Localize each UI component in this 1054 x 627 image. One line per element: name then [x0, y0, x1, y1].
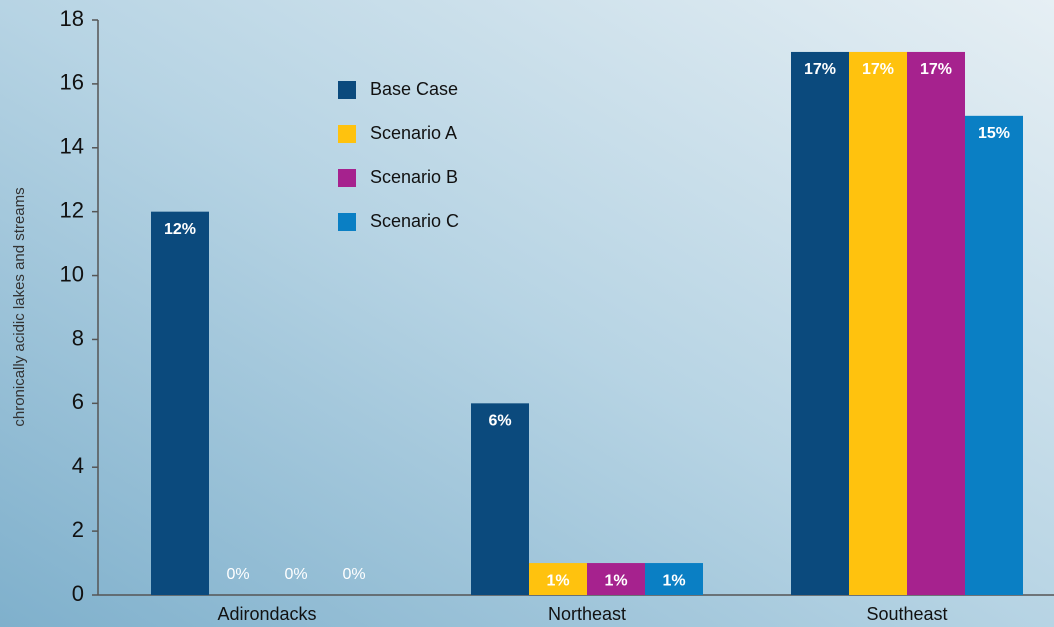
bar — [151, 211, 209, 595]
y-tick-label: 4 — [72, 453, 84, 478]
y-axis-label: chronically acidic lakes and streams — [11, 187, 28, 426]
bar — [471, 403, 529, 595]
bar — [529, 563, 587, 595]
legend-label: Scenario A — [370, 123, 457, 143]
value-label: 1% — [546, 572, 569, 589]
legend-swatch — [338, 169, 356, 187]
y-tick-label: 14 — [60, 134, 84, 159]
value-label: 15% — [978, 125, 1010, 142]
legend-label: Scenario B — [370, 167, 458, 187]
value-label: 1% — [662, 572, 685, 589]
y-tick-label: 8 — [72, 325, 84, 350]
y-tick-label: 6 — [72, 389, 84, 414]
bar — [587, 563, 645, 595]
bar — [907, 51, 965, 595]
bar — [645, 563, 703, 595]
value-label: 17% — [862, 61, 894, 78]
value-label: 0% — [226, 566, 249, 583]
y-tick-label: 0 — [72, 581, 84, 606]
legend-label: Scenario C — [370, 211, 459, 231]
x-tick-label: Adirondacks — [217, 604, 316, 624]
value-label: 6% — [488, 413, 511, 430]
x-tick-label: Southeast — [866, 604, 947, 624]
value-label: 0% — [342, 566, 365, 583]
y-tick-label: 12 — [60, 197, 84, 222]
legend-label: Base Case — [370, 79, 458, 99]
legend-swatch — [338, 81, 356, 99]
value-label: 12% — [164, 221, 196, 238]
bar — [849, 51, 907, 595]
value-label: 17% — [804, 61, 836, 78]
x-tick-label: Northeast — [548, 604, 626, 624]
y-tick-label: 18 — [60, 6, 84, 31]
bar — [791, 51, 849, 595]
value-label: 1% — [604, 572, 627, 589]
y-tick-label: 2 — [72, 517, 84, 542]
bar — [965, 115, 1023, 595]
y-tick-label: 10 — [60, 261, 84, 286]
value-label: 17% — [920, 61, 952, 78]
value-label: 0% — [284, 566, 307, 583]
y-tick-label: 16 — [60, 70, 84, 95]
legend-swatch — [338, 213, 356, 231]
legend-swatch — [338, 125, 356, 143]
